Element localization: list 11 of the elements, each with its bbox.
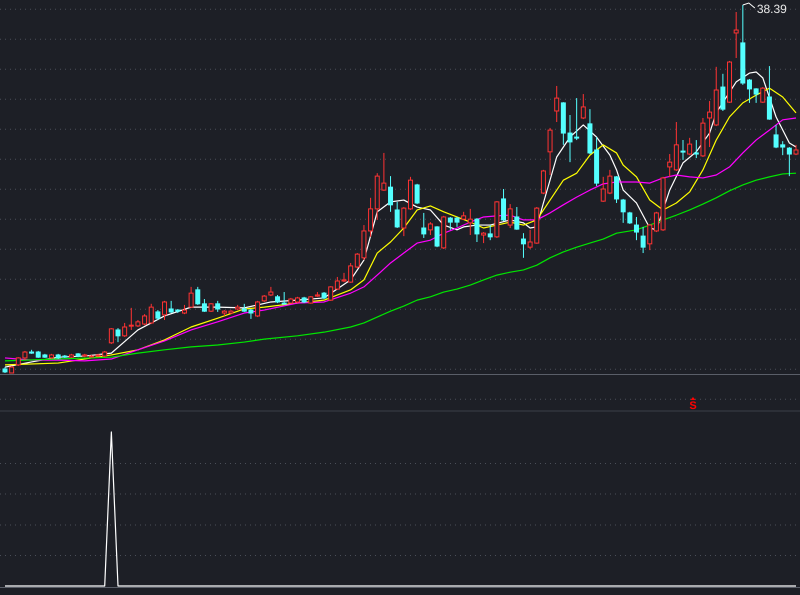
candlestick <box>680 140 686 160</box>
candlestick <box>388 176 394 212</box>
candlestick <box>667 154 672 178</box>
candlestick <box>634 216 639 241</box>
annotation: 38.39 <box>756 2 788 16</box>
candlestick <box>640 226 646 254</box>
text: S <box>689 400 697 412</box>
candlestick <box>554 85 560 123</box>
candlestick <box>468 208 473 236</box>
candlestick <box>734 11 739 58</box>
candlestick <box>520 232 526 258</box>
